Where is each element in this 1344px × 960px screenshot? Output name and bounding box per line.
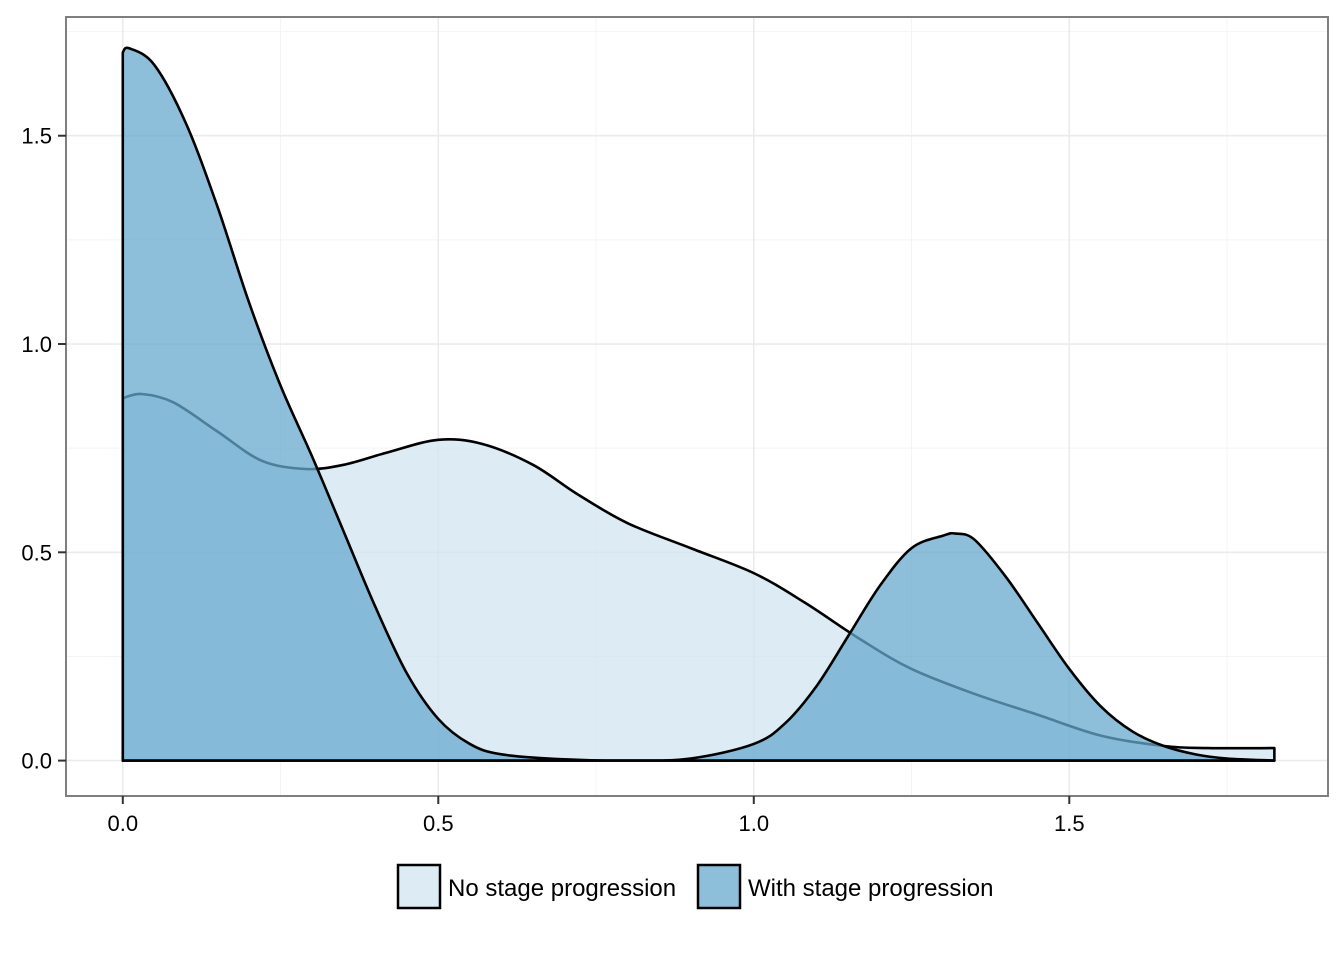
legend-key-no-stage-progression	[396, 863, 442, 910]
y-tick-label: 1.5	[21, 124, 52, 149]
x-tick-label: 0.5	[423, 811, 454, 836]
density-areas	[121, 46, 1276, 762]
density-area-with-stage-progression	[121, 46, 1276, 762]
y-tick-label: 1.0	[21, 332, 52, 357]
legend-key-with-stage-progression	[696, 863, 742, 910]
plot-panel-border	[65, 16, 1329, 797]
x-tick-label: 0.0	[107, 811, 138, 836]
legend: No stage progression With stage progress…	[396, 863, 993, 910]
y-tick-label: 0.0	[21, 749, 52, 774]
y-axis: 0.0 0.5 1.0 1.5	[21, 124, 66, 774]
legend-label-no-stage-progression: No stage progression	[448, 875, 676, 902]
x-tick-label: 1.5	[1054, 811, 1085, 836]
x-tick-label: 1.0	[738, 811, 769, 836]
y-tick-label: 0.5	[21, 540, 52, 565]
x-axis: 0.0 0.5 1.0 1.5	[107, 796, 1085, 836]
legend-label-with-stage-progression: With stage progression	[748, 875, 993, 902]
